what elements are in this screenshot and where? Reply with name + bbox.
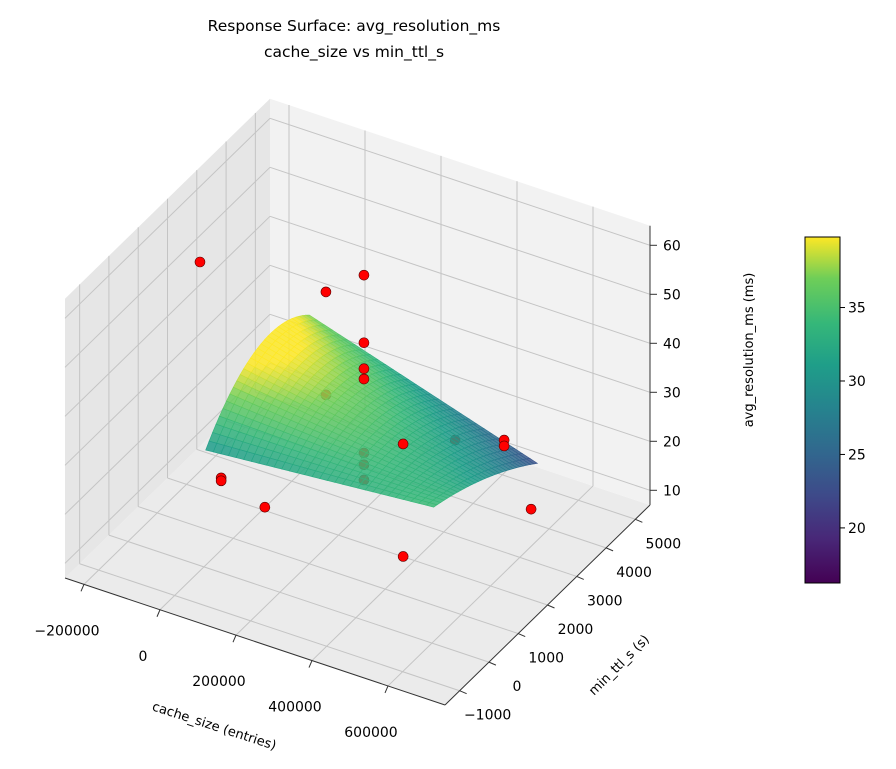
- y-tick-label: 1000: [528, 651, 564, 667]
- x-axis-label: cache_size (entries): [150, 700, 278, 754]
- data-point: [259, 501, 271, 513]
- data-point: [358, 363, 370, 375]
- y-tick-label: 3000: [587, 593, 623, 609]
- grid-line-z: [64, 264, 271, 466]
- grid-line-y: [138, 506, 519, 635]
- grid-line-z: [64, 215, 271, 417]
- x-tick-mark: [308, 660, 313, 668]
- grid-line-y: [167, 477, 548, 606]
- x-tick-label: 200000: [192, 674, 245, 690]
- grid-line-z: [64, 117, 271, 319]
- z-axis-label: avg_resolution_ms (ms): [742, 273, 757, 428]
- y-tick-label: −1000: [464, 708, 511, 724]
- x-tick-label: 600000: [344, 725, 397, 741]
- colorbar-tick-label: 30: [848, 374, 866, 390]
- z-tick-label: 60: [663, 238, 681, 254]
- y-tick-mark: [518, 633, 526, 638]
- data-point: [358, 337, 370, 349]
- y-tick-mark: [635, 518, 643, 523]
- data-point: [358, 269, 370, 281]
- grid-line-z: [269, 264, 651, 393]
- points-front: [194, 256, 537, 562]
- x-axis-line: [64, 577, 446, 706]
- y-axis-label: min_ttl_s (s): [586, 632, 653, 699]
- z-tick-label: 20: [663, 434, 681, 450]
- colorbar-tick-label: 25: [848, 447, 866, 463]
- grid-line-y: [79, 563, 460, 692]
- data-point: [320, 286, 332, 298]
- grid-line-z: [269, 117, 651, 246]
- x-tick-mark: [80, 584, 85, 592]
- colorbar: 20 25 30 35: [804, 236, 866, 584]
- colorbar-tick-label: 20: [848, 521, 866, 537]
- y-tick-mark: [547, 604, 555, 609]
- z-tick-label: 50: [663, 287, 681, 303]
- data-point: [397, 551, 409, 562]
- y-tick-mark: [459, 690, 467, 695]
- y-tick-label: 0: [512, 679, 521, 695]
- y-tick-label: 4000: [616, 565, 652, 581]
- x-tick-label: −200000: [34, 623, 99, 639]
- tick-labels: −2000000200000400000600000−1000010002000…: [34, 238, 681, 741]
- data-point: [397, 438, 409, 450]
- data-point: [358, 373, 370, 385]
- y-tick-mark: [576, 575, 584, 580]
- data-point: [215, 475, 227, 487]
- grid-line-z: [269, 166, 651, 295]
- z-tick-label: 40: [663, 336, 681, 352]
- surface-patch: [425, 502, 438, 508]
- y-tick-mark: [488, 661, 497, 666]
- x-tick-label: 0: [139, 649, 148, 665]
- x-tick-mark: [384, 685, 389, 694]
- y-tick-label: 5000: [646, 536, 682, 552]
- chart-title: Response Surface: avg_resolution_ms: [208, 17, 501, 36]
- z-tick-label: 30: [663, 385, 681, 401]
- grid-line-z: [64, 313, 271, 515]
- x-tick-label: 400000: [268, 700, 321, 716]
- colorbar-bar: [804, 236, 841, 584]
- x-tick-mark: [232, 634, 237, 643]
- y-tick-mark: [605, 547, 614, 552]
- data-point: [525, 503, 537, 515]
- grid-line-y: [108, 534, 490, 663]
- grid-line-y: [196, 448, 577, 577]
- y-tick-label: 2000: [558, 622, 594, 638]
- grid-line-z: [269, 215, 651, 344]
- chart-subtitle: cache_size vs min_ttl_s: [264, 43, 444, 62]
- z-tick-label: 10: [663, 483, 681, 499]
- data-point: [498, 440, 510, 452]
- x-tick-mark: [156, 609, 161, 617]
- grid-line-z: [64, 166, 271, 368]
- data-point: [194, 256, 206, 268]
- colorbar-tick-label: 35: [848, 301, 866, 317]
- response-surface: [205, 314, 539, 508]
